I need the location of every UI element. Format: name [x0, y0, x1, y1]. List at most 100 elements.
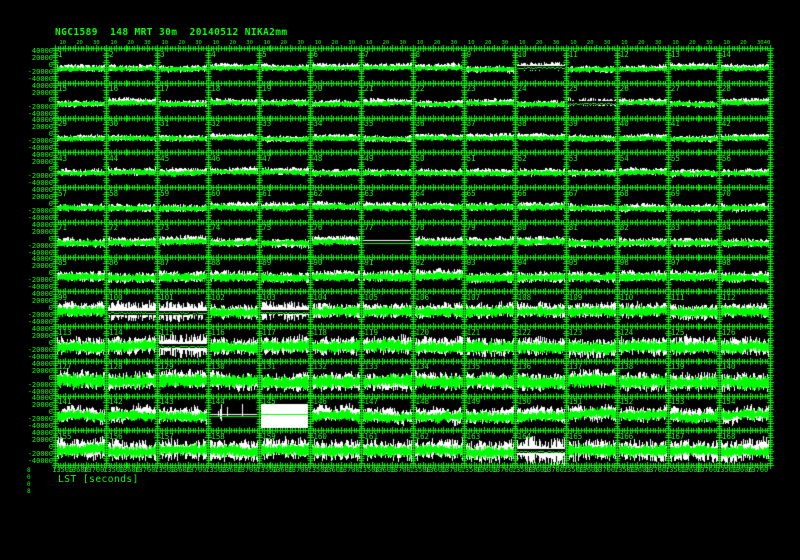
- top-tick-label: 20: [689, 40, 696, 46]
- top-tick-label: 20: [382, 40, 390, 46]
- y-tick-label: -40000: [27, 352, 53, 361]
- panel-number: 107: [466, 292, 481, 302]
- panel-number: 166: [619, 431, 634, 441]
- panel-number: 48: [313, 153, 323, 163]
- panel-number: 19: [262, 84, 272, 94]
- y-tick-label: 40000: [31, 324, 53, 333]
- y-tick-label: 40000: [31, 46, 53, 55]
- panel-number: 69: [670, 188, 680, 198]
- y-tick-label: -20000: [27, 137, 53, 146]
- panel-number: 14: [721, 49, 731, 59]
- panel-number: 24: [517, 84, 527, 94]
- panel-number: 120: [415, 327, 430, 337]
- panel-number: 80: [517, 223, 527, 233]
- y-tick-label: 20000: [31, 436, 53, 445]
- panel-number: 15: [58, 84, 68, 94]
- panel-number: 59: [160, 188, 170, 198]
- y-tick-label: -40000: [27, 457, 53, 466]
- x-tick-label: 13500: [358, 466, 380, 474]
- top-tick-label: 30: [348, 40, 356, 46]
- panel-number: 148: [415, 397, 430, 406]
- panel-number: 118: [313, 327, 327, 337]
- y-tick-label: 40000: [31, 394, 53, 403]
- x-tick-label: 13700: [747, 466, 769, 474]
- x-tick-label: 13600: [169, 466, 191, 474]
- panel-number: 84: [721, 223, 731, 233]
- panel-number: 21: [364, 84, 374, 94]
- top-tick-label: 30: [246, 40, 253, 46]
- panel-number: 85: [58, 258, 68, 267]
- y-tick-label: 20000: [31, 88, 53, 97]
- panel-number: 49: [364, 153, 374, 163]
- panel-number: 127: [58, 362, 72, 372]
- top-tick-label: 20: [331, 40, 339, 46]
- x-tick-label: 13500: [562, 466, 584, 474]
- y-tick-label: 0: [48, 199, 53, 208]
- y-tick-label: -40000: [27, 422, 53, 431]
- panel-number: 34: [313, 119, 323, 128]
- panel-number: 8: [415, 49, 421, 59]
- panel-number: 23: [466, 84, 476, 94]
- top-tick-label: 10: [365, 40, 373, 46]
- panel-number: 115: [160, 327, 174, 337]
- panel-number: 97: [670, 258, 680, 267]
- panel-number: 154: [721, 397, 736, 406]
- panel-number: 70: [721, 188, 731, 198]
- panel-number: 137: [568, 362, 583, 372]
- y-tick-label: 20000: [31, 297, 53, 306]
- panel-number: 151: [568, 397, 583, 406]
- panel-number: 6: [313, 49, 318, 59]
- top-tick-label: 20: [280, 40, 288, 46]
- panel-number: 90: [313, 258, 323, 267]
- panel-number: 67: [568, 188, 578, 198]
- top-tick-label: 10: [672, 40, 679, 46]
- top-tick-label: 30: [195, 40, 202, 46]
- y-tick-label: 0: [48, 443, 53, 452]
- x-tick-label: 13700: [696, 466, 718, 474]
- panel-number: 141: [58, 397, 72, 406]
- panel-number: 71: [58, 223, 68, 233]
- y-tick-label: 40000: [31, 151, 53, 160]
- top-tick-label: 10: [467, 40, 475, 46]
- panel-number: 140: [721, 362, 736, 372]
- y-tick-label: 20000: [31, 262, 53, 271]
- y-axis-vertical-marks: 0: [27, 481, 31, 488]
- panel-number: 31: [160, 119, 170, 128]
- top-tick-label: 20: [229, 40, 237, 46]
- panel-number: 92: [415, 258, 425, 267]
- panel-number: 3: [160, 49, 165, 59]
- y-tick-label: -20000: [27, 415, 53, 424]
- panel-number: 146: [313, 397, 327, 406]
- panel-number: 41: [670, 119, 680, 128]
- y-tick-label: 0: [48, 408, 53, 417]
- top-tick-label: 30: [450, 40, 458, 46]
- panel-number: 165: [568, 431, 583, 441]
- panel-number: 58: [109, 188, 119, 198]
- y-tick-label: 0: [48, 269, 53, 278]
- panel-number: 61: [262, 188, 272, 198]
- y-axis-vertical-marks: 8: [27, 488, 31, 495]
- top-tick-label: 20: [484, 40, 492, 46]
- y-tick-label: -20000: [27, 311, 53, 320]
- y-tick-label: -40000: [27, 74, 53, 83]
- y-tick-label: 40000: [31, 81, 53, 90]
- y-tick-label: -40000: [27, 283, 53, 292]
- x-tick-label: 13500: [613, 466, 635, 474]
- top-tick-label: 30: [705, 40, 713, 46]
- panel-number: 145: [262, 397, 276, 406]
- panel-number: 51: [466, 153, 476, 163]
- top-tick-label: 30: [603, 40, 611, 46]
- panel-number: 81: [568, 223, 578, 233]
- top-tick-label: 30: [756, 40, 764, 46]
- panel-number: 98: [721, 258, 731, 267]
- top-tick-label: 10: [59, 40, 66, 46]
- x-tick-label: 13700: [389, 466, 411, 474]
- x-tick-label: 13700: [287, 466, 309, 474]
- panel-number: 94: [517, 258, 527, 267]
- top-tick-label: 10: [110, 40, 118, 46]
- x-tick-label: 13600: [527, 466, 549, 474]
- panel-number: 5: [262, 49, 267, 59]
- y-tick-label: 40000: [31, 290, 53, 299]
- panel-number: 57: [58, 188, 68, 198]
- panel-number: 102: [211, 292, 225, 302]
